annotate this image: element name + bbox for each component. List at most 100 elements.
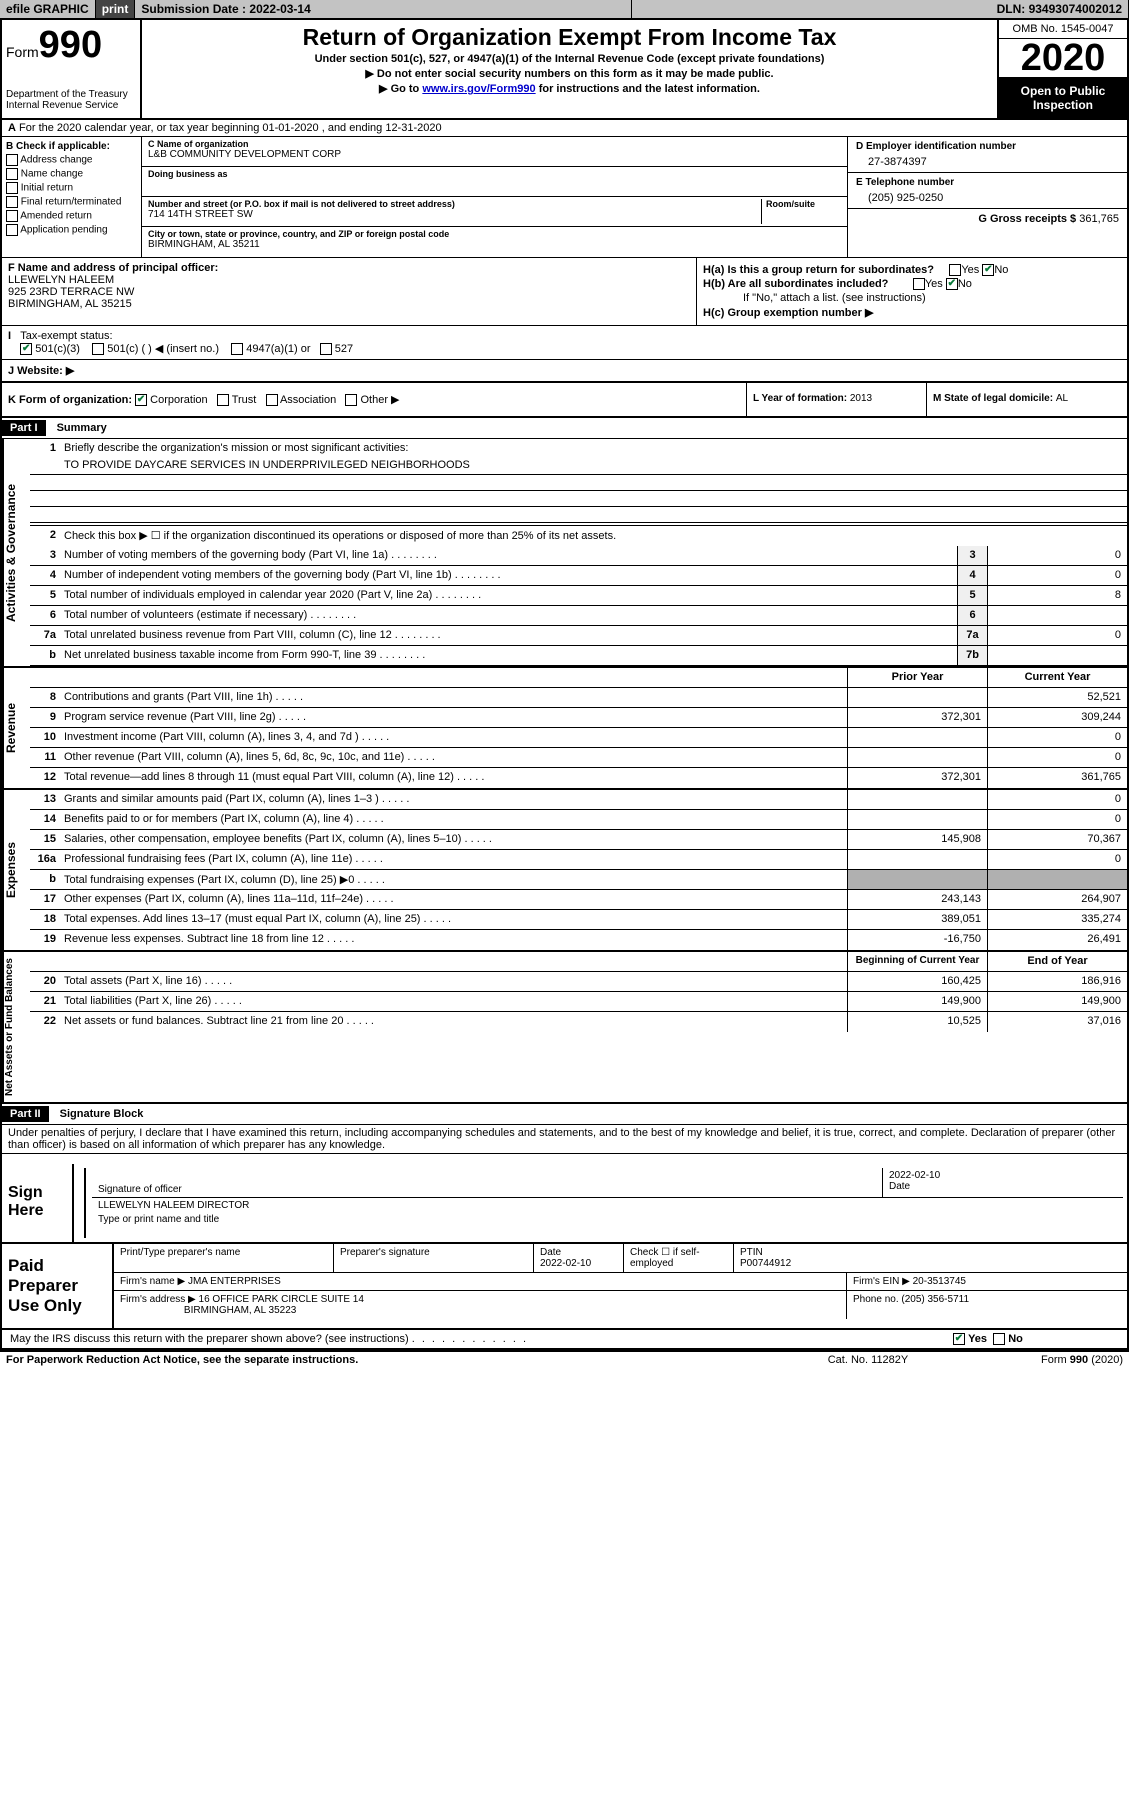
- box-i: I Tax-exempt status: 501(c)(3) 501(c) ( …: [2, 326, 1127, 359]
- 527-checkbox[interactable]: [320, 343, 332, 355]
- firm-ein: Firm's EIN ▶ 20-3513745: [847, 1273, 1127, 1290]
- sig-officer-label: Signature of officer: [98, 1184, 182, 1195]
- 4947-checkbox[interactable]: [231, 343, 243, 355]
- expenses-section: Expenses 13Grants and similar amounts pa…: [2, 790, 1127, 952]
- ha-no-checkbox[interactable]: [982, 264, 994, 276]
- rows-exp-13: 13Grants and similar amounts paid (Part …: [30, 790, 1127, 810]
- ha-yes: Yes: [961, 264, 979, 276]
- line2-text: Check this box ▶ ☐ if the organization d…: [60, 526, 1127, 546]
- ptin-val: P00744912: [740, 1258, 791, 1269]
- website-label: J Website: ▶: [8, 365, 74, 377]
- 501c-checkbox[interactable]: [92, 343, 104, 355]
- gov-row-6: 6Total number of volunteers (estimate if…: [30, 606, 1127, 626]
- col-begin: Beginning of Current Year: [847, 952, 987, 971]
- tax-status-label: Tax-exempt status:: [20, 330, 112, 342]
- sig-name: LLEWELYN HALEEM DIRECTORType or print na…: [92, 1198, 255, 1227]
- rows-exp-19: 19Revenue less expenses. Subtract line 1…: [30, 930, 1127, 950]
- hb-note: If "No," attach a list. (see instruction…: [743, 292, 1121, 304]
- ha-yes-checkbox[interactable]: [949, 264, 961, 276]
- paid-row-2: Firm's name ▶ JMA ENTERPRISES Firm's EIN…: [114, 1273, 1127, 1291]
- rows-rev-8: 8Contributions and grants (Part VIII, li…: [30, 688, 1127, 708]
- sub3b: for instructions and the latest informat…: [536, 83, 760, 95]
- assoc-checkbox[interactable]: [266, 394, 278, 406]
- trust-checkbox[interactable]: [217, 394, 229, 406]
- prep-name-label: Print/Type preparer's name: [120, 1247, 240, 1258]
- governance-section: Activities & Governance 1 Briefly descri…: [2, 439, 1127, 668]
- line-a: A For the 2020 calendar year, or tax yea…: [2, 120, 1127, 137]
- rev-header: Prior Year Current Year: [30, 668, 1127, 688]
- box-e: E Telephone number (205) 925-0250: [848, 173, 1127, 209]
- box-b-check-4[interactable]: [6, 210, 18, 222]
- city-row: City or town, state or province, country…: [142, 227, 847, 257]
- line2: 2 Check this box ▶ ☐ if the organization…: [30, 526, 1127, 546]
- year-formation-label: L Year of formation:: [753, 393, 850, 404]
- hb-yes-checkbox[interactable]: [913, 278, 925, 290]
- row-ij: I Tax-exempt status: 501(c)(3) 501(c) ( …: [2, 326, 1127, 360]
- ha-no: No: [994, 264, 1008, 276]
- prep-date-label: Date: [540, 1247, 561, 1258]
- print-button[interactable]: print: [96, 0, 136, 18]
- sign-section: SignHere Signature of officer 2022-02-10…: [2, 1164, 1127, 1244]
- discuss-no-checkbox[interactable]: [993, 1333, 1005, 1345]
- org-name-label: C Name of organization: [148, 139, 841, 149]
- firm-ein-val: 20-3513745: [913, 1276, 966, 1287]
- sig-officer: Signature of officer: [92, 1168, 883, 1197]
- sig-date-val: 2022-02-10: [889, 1170, 940, 1181]
- sub-date-label: Submission Date :: [141, 2, 249, 16]
- hb-label: H(b) Are all subordinates included?: [703, 278, 888, 290]
- 501c3-checkbox[interactable]: [20, 343, 32, 355]
- line-a-text: For the 2020 calendar year, or tax year …: [19, 122, 442, 134]
- prep-name: Print/Type preparer's name: [114, 1244, 334, 1272]
- top-bar: efile GRAPHIC print Submission Date : 20…: [0, 0, 1129, 18]
- prep-ptin: PTINP00744912: [734, 1244, 1127, 1272]
- part2-narrative: Under penalties of perjury, I declare th…: [2, 1125, 1127, 1153]
- corp-checkbox[interactable]: [135, 394, 147, 406]
- other-checkbox[interactable]: [345, 394, 357, 406]
- ha-label: H(a) Is this a group return for subordin…: [703, 264, 934, 276]
- ein-label: Firm's EIN ▶: [853, 1276, 913, 1287]
- footer-notice: For Paperwork Reduction Act Notice, see …: [6, 1354, 783, 1366]
- box-b-check-2[interactable]: [6, 182, 18, 194]
- box-b-item-3: Final return/terminated: [6, 196, 137, 208]
- domicile-label: M State of legal domicile:: [933, 393, 1056, 404]
- domicile: AL: [1056, 393, 1068, 404]
- org-name: L&B COMMUNITY DEVELOPMENT CORP: [148, 149, 841, 160]
- side-revenue: Revenue: [2, 668, 30, 788]
- org-name-row: C Name of organization L&B COMMUNITY DEV…: [142, 137, 847, 167]
- subtitle-3: ▶ Go to www.irs.gov/Form990 for instruct…: [150, 82, 989, 95]
- form990-link[interactable]: www.irs.gov/Form990: [422, 83, 535, 95]
- sig-date: 2022-02-10Date: [883, 1168, 1123, 1197]
- form-label: Form: [6, 44, 39, 60]
- discuss-yes-checkbox[interactable]: [953, 1333, 965, 1345]
- form-org-label: K Form of organization:: [8, 394, 132, 406]
- firm-phone-val: (205) 356-5711: [901, 1294, 969, 1305]
- col-current: Current Year: [987, 668, 1127, 687]
- efile-label: efile GRAPHIC: [0, 0, 96, 18]
- footer-catno: Cat. No. 11282Y: [783, 1354, 953, 1366]
- rows-exp-16a: 16aProfessional fundraising fees (Part I…: [30, 850, 1127, 870]
- part1-title-text: Summary: [57, 422, 107, 434]
- officer-addr1: 925 23RD TERRACE NW: [8, 286, 134, 298]
- rows-rev-9: 9Program service revenue (Part VIII, lin…: [30, 708, 1127, 728]
- col-end: End of Year: [987, 952, 1127, 971]
- header-right: OMB No. 1545-0047 2020 Open to Public In…: [997, 20, 1127, 118]
- box-b-item-5: Application pending: [6, 224, 137, 236]
- line1: 1 Briefly describe the organization's mi…: [30, 439, 1127, 459]
- part2-title-text: Signature Block: [60, 1108, 144, 1120]
- rows-net-21: 21Total liabilities (Part X, line 26) . …: [30, 992, 1127, 1012]
- box-b-check-5[interactable]: [6, 224, 18, 236]
- rows-rev-10: 10Investment income (Part VIII, column (…: [30, 728, 1127, 748]
- expenses-content: 13Grants and similar amounts paid (Part …: [30, 790, 1127, 950]
- box-b-check-0[interactable]: [6, 154, 18, 166]
- gov-row-3: 3Number of voting members of the governi…: [30, 546, 1127, 566]
- paid-label: PaidPreparerUse Only: [2, 1244, 112, 1328]
- prep-selfemp: Check ☐ if self-employed: [624, 1244, 734, 1272]
- hb-no-checkbox[interactable]: [946, 278, 958, 290]
- sig-line-1: Signature of officer 2022-02-10Date: [92, 1168, 1123, 1198]
- dba-row: Doing business as: [142, 167, 847, 197]
- gov-row-b: bNet unrelated business taxable income f…: [30, 646, 1127, 666]
- box-b-check-1[interactable]: [6, 168, 18, 180]
- city-val: BIRMINGHAM, AL 35211: [148, 239, 841, 250]
- box-b-check-3[interactable]: [6, 196, 18, 208]
- footer-formno: Form 990 (2020): [953, 1354, 1123, 1366]
